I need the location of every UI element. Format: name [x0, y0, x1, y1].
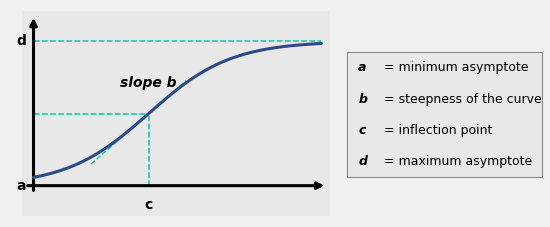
Text: a: a — [358, 61, 367, 74]
Text: d: d — [358, 155, 367, 168]
Text: c: c — [145, 198, 153, 212]
Text: slope b: slope b — [120, 76, 177, 90]
Text: = inflection point: = inflection point — [379, 124, 492, 137]
Text: b: b — [358, 93, 367, 106]
Text: a: a — [17, 179, 26, 193]
Text: d: d — [16, 34, 26, 48]
Text: c: c — [358, 124, 366, 137]
Text: = minimum asymptote: = minimum asymptote — [379, 61, 528, 74]
Text: = steepness of the curve: = steepness of the curve — [379, 93, 541, 106]
Text: = maximum asymptote: = maximum asymptote — [379, 155, 532, 168]
